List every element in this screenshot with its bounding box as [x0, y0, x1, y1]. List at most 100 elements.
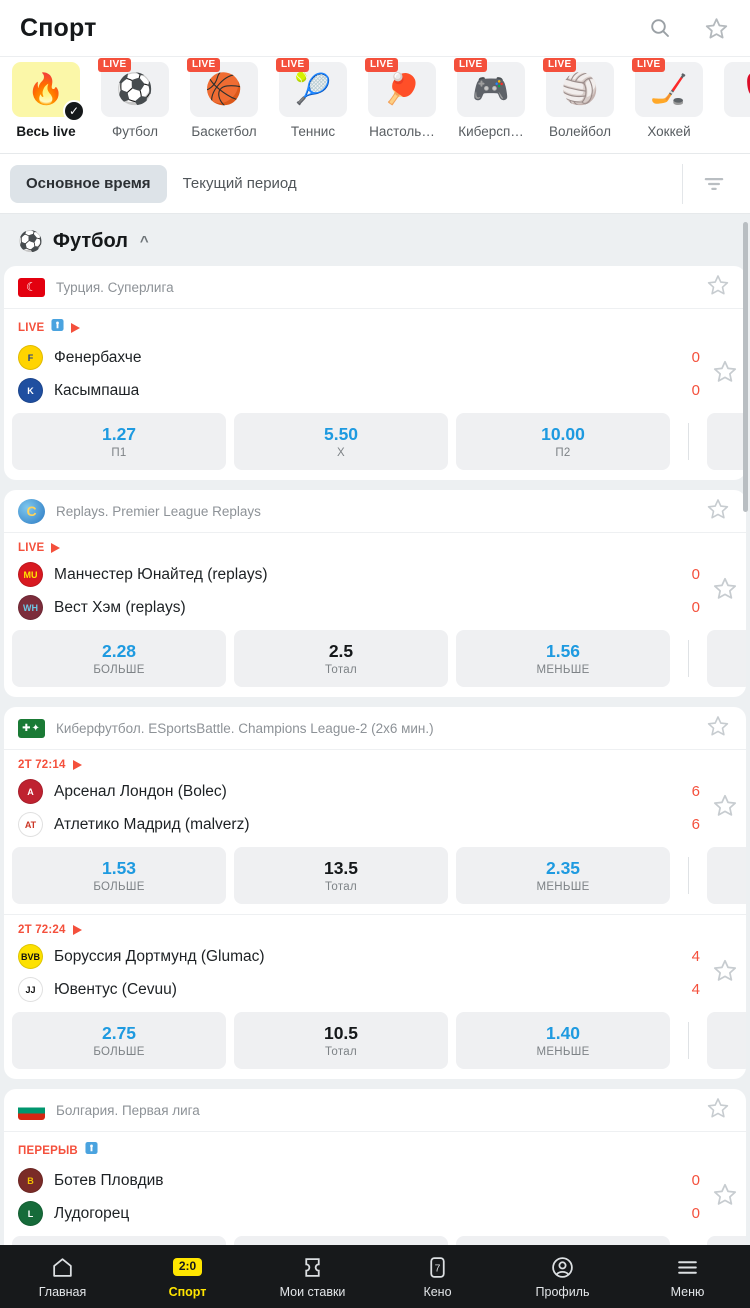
- nav-item-3[interactable]: 7 Кено: [375, 1254, 500, 1299]
- odd-cell-0[interactable]: 2.75 БОЛЬШЕ: [12, 1012, 226, 1069]
- video-play-icon[interactable]: [72, 925, 82, 935]
- odds-divider: [688, 423, 689, 460]
- league-card: ☾ Турция. Суперлига LIVE F Фенербахче 0 K Касым…: [4, 266, 746, 480]
- nav-item-label: Главная: [38, 1285, 87, 1299]
- league-header[interactable]: Болгария. Первая лига: [4, 1089, 746, 1132]
- video-play-icon[interactable]: [71, 322, 81, 333]
- sport-chip-6[interactable]: LIVE 🏐 Волейбол: [543, 58, 614, 139]
- match-favorite-star-icon[interactable]: [712, 1182, 738, 1213]
- odd-cell-more[interactable]: [707, 847, 746, 904]
- match-row[interactable]: 2Т 72:14 A Арсенал Лондон (Bolec) 6 AT Атлети…: [4, 750, 746, 914]
- odd-cell-2[interactable]: 1.56 МЕНЬШЕ: [456, 630, 670, 687]
- app-header: Спорт: [0, 0, 750, 57]
- match-favorite-star-icon[interactable]: [712, 958, 738, 989]
- match-row[interactable]: ПЕРЕРЫВ B Ботев Пловдив 0 L Лудогорец 0: [4, 1132, 746, 1245]
- league-header[interactable]: C Replays. Premier League Replays: [4, 490, 746, 533]
- nav-item-2[interactable]: Мои ставки: [250, 1254, 375, 1299]
- odd-value: 2.28: [101, 641, 137, 662]
- vertical-scrollbar[interactable]: [743, 222, 748, 512]
- match-status: ПЕРЕРЫВ: [4, 1141, 746, 1164]
- odd-cell-1[interactable]: 5.50 X: [234, 413, 448, 470]
- odd-cell-more[interactable]: [707, 630, 746, 687]
- live-badge: LIVE: [276, 58, 310, 72]
- favorites-star-icon[interactable]: [702, 14, 730, 42]
- sport-chip-label: Хоккей: [647, 124, 691, 139]
- league-header[interactable]: ☾ Турция. Суперлига: [4, 266, 746, 309]
- odd-label: МЕНЬШЕ: [536, 1045, 590, 1058]
- team-name-away: Касымпаша: [54, 381, 140, 399]
- match-status: LIVE: [4, 542, 746, 558]
- hockey-puck-icon-glyph: 🏒: [650, 72, 688, 106]
- match-favorite-star-icon[interactable]: [712, 576, 738, 607]
- match-row[interactable]: 2Т 72:24 BVB Боруссия Дортмунд (Glumac) 4 JJ…: [4, 914, 746, 1079]
- page-title: Спорт: [20, 13, 97, 42]
- sport-chip-label: Футбол: [111, 124, 159, 139]
- content-scroll-area[interactable]: ⚽ Футбол ^ ☾ Турция. Суперлига LIVE F Фенерб…: [0, 215, 750, 1245]
- nav-item-1[interactable]: 2:0 Спорт: [125, 1254, 250, 1299]
- search-icon[interactable]: [646, 14, 674, 42]
- odd-cell-2[interactable]: 1.40 МЕНЬШЕ: [456, 1012, 670, 1069]
- match-favorite-star-icon[interactable]: [712, 359, 738, 390]
- bottom-navigation[interactable]: Главная 2:0 Спорт Мои ставки 7 Кено Профиль Мен…: [0, 1245, 750, 1308]
- league-favorite-star-icon[interactable]: [706, 714, 730, 743]
- tennis-ball-icon: LIVE 🎾: [276, 58, 347, 117]
- league-favorite-star-icon[interactable]: [706, 1096, 730, 1125]
- odd-cell-1[interactable]: [234, 1236, 448, 1245]
- table-tennis-icon: LIVE 🏓: [365, 58, 436, 117]
- ufc-icon: 🥊: [724, 62, 750, 117]
- nav-item-0[interactable]: Главная: [0, 1254, 125, 1299]
- odd-value: 1.40: [545, 1023, 581, 1044]
- stats-icon[interactable]: [85, 1141, 98, 1160]
- odd-cell-2[interactable]: 10.00 П2: [456, 413, 670, 470]
- odd-cell-2[interactable]: [456, 1236, 670, 1245]
- match-favorite-star-icon[interactable]: [712, 793, 738, 824]
- stats-icon[interactable]: [51, 318, 64, 337]
- league-card: C Replays. Premier League Replays LIVE MU Ма…: [4, 490, 746, 697]
- video-play-icon[interactable]: [72, 760, 82, 770]
- league-header[interactable]: ✚✦ Киберфутбол. ESportsBattle. Champions …: [4, 707, 746, 750]
- tab-current-period[interactable]: Текущий период: [182, 175, 297, 192]
- match-row[interactable]: LIVE MU Манчестер Юнайтед (replays) 0 WH Вест…: [4, 533, 746, 697]
- flag-bulgaria-icon: [18, 1100, 45, 1120]
- sport-chip-5[interactable]: LIVE 🎮 Киберсп…: [454, 58, 525, 139]
- nav-item-4[interactable]: Профиль: [500, 1254, 625, 1299]
- nav-item-5[interactable]: Меню: [625, 1254, 750, 1299]
- league-favorite-star-icon[interactable]: [706, 497, 730, 526]
- odd-cell-0[interactable]: [12, 1236, 226, 1245]
- live-badge: LIVE: [98, 58, 132, 72]
- chevron-up-icon[interactable]: ^: [139, 233, 149, 250]
- filter-funnel-icon[interactable]: [682, 163, 744, 204]
- sport-chip-label: Весь live: [16, 124, 76, 139]
- odd-cell-0[interactable]: 2.28 БОЛЬШЕ: [12, 630, 226, 687]
- nav-item-label: Спорт: [168, 1285, 207, 1299]
- odds-row: 2.28 БОЛЬШЕ 2.5 Тотал 1.56 МЕНЬШЕ: [4, 624, 746, 697]
- sport-section-header[interactable]: ⚽ Футбол ^: [0, 215, 750, 266]
- leagues-list: ☾ Турция. Суперлига LIVE F Фенербахче 0 K Касым…: [0, 266, 750, 1245]
- filter-bar: Основное время Текущий период: [0, 154, 750, 214]
- sport-chip-0[interactable]: 🔥 ✓ Весь live: [12, 62, 85, 139]
- tab-main-time[interactable]: Основное время: [10, 164, 167, 203]
- sport-chip-2[interactable]: LIVE 🏀 Баскетбол: [187, 58, 258, 139]
- sports-category-strip[interactable]: 🔥 ✓ Весь live LIVE ⚽ Футбол LIVE 🏀 Баскетбол LIVE…: [0, 57, 750, 154]
- odd-cell-more[interactable]: [707, 1236, 746, 1245]
- league-favorite-star-icon[interactable]: [706, 273, 730, 302]
- sport-chip-8[interactable]: 🥊UF: [724, 62, 750, 139]
- sport-chip-3[interactable]: LIVE 🎾 Теннис: [276, 58, 347, 139]
- odd-cell-more[interactable]: [707, 413, 746, 470]
- odd-cell-more[interactable]: [707, 1012, 746, 1069]
- sport-chip-1[interactable]: LIVE ⚽ Футбол: [98, 58, 169, 139]
- match-row[interactable]: LIVE F Фенербахче 0 K Касымпаша 0 1.27 П1 5.50 X 10…: [4, 309, 746, 480]
- svg-text:7: 7: [435, 1263, 441, 1274]
- odd-cell-0[interactable]: 1.27 П1: [12, 413, 226, 470]
- sport-chip-7[interactable]: LIVE 🏒 Хоккей: [632, 58, 703, 139]
- video-play-icon[interactable]: [51, 543, 61, 553]
- nav-item-label: Профиль: [535, 1285, 590, 1299]
- odd-cell-1[interactable]: 10.5 Тотал: [234, 1012, 448, 1069]
- table-tennis-icon-glyph: 🏓: [383, 72, 421, 106]
- odd-cell-1[interactable]: 13.5 Тотал: [234, 847, 448, 904]
- odd-cell-0[interactable]: 1.53 БОЛЬШЕ: [12, 847, 226, 904]
- odd-cell-1[interactable]: 2.5 Тотал: [234, 630, 448, 687]
- sport-chip-4[interactable]: LIVE 🏓 Настоль…: [365, 58, 436, 139]
- odd-cell-2[interactable]: 2.35 МЕНЬШЕ: [456, 847, 670, 904]
- team-away: JJ Ювентус (Cevuu) 4: [18, 973, 732, 1006]
